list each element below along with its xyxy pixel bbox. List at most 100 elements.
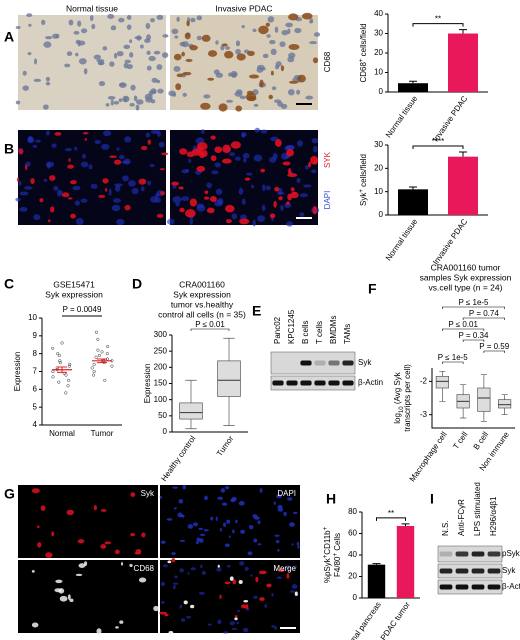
axis [431, 368, 515, 429]
cell [231, 496, 237, 502]
cell [230, 71, 238, 78]
cell [226, 519, 231, 524]
y-tick-label: -2 [420, 376, 428, 385]
cell [78, 58, 87, 65]
cell [215, 40, 219, 45]
cell [275, 61, 282, 67]
cell [198, 527, 204, 530]
channel-label: CD68 [134, 564, 155, 573]
cell [297, 140, 304, 147]
cell [259, 597, 265, 601]
cell [40, 505, 46, 511]
cell [161, 152, 169, 156]
band [328, 360, 340, 366]
cell [153, 605, 159, 612]
cell [19, 206, 28, 212]
cell [78, 563, 86, 568]
cell [181, 51, 185, 57]
cell [174, 575, 178, 579]
cell [239, 95, 247, 100]
cell [69, 180, 77, 185]
comparison-bracket [462, 317, 505, 320]
cell [257, 520, 261, 525]
cell [144, 38, 151, 43]
cell [116, 147, 120, 151]
cell [245, 92, 257, 101]
cell [75, 52, 79, 57]
y-tick-label: 7 [33, 367, 38, 376]
error-bar [57, 366, 67, 373]
point [90, 366, 94, 370]
p-value: P = 0.34 [459, 331, 489, 340]
cell [274, 26, 279, 33]
image-title: Invasive PDAC [215, 3, 272, 13]
cell [138, 577, 147, 583]
cell [124, 59, 131, 64]
y-axis-label: transcripts per cell) [403, 364, 412, 432]
micrograph [18, 15, 166, 110]
point [103, 378, 107, 382]
cell [94, 139, 101, 144]
band [328, 380, 340, 386]
y-tick-label: 300 [154, 330, 168, 339]
cell [313, 32, 321, 37]
cell [129, 103, 135, 107]
bar [396, 525, 415, 598]
y-axis-label-part: Expression [143, 364, 152, 404]
y-tick-label: 60 [348, 529, 357, 538]
cell [253, 538, 258, 543]
bar [448, 33, 478, 92]
cell [204, 190, 209, 195]
cell [312, 206, 317, 215]
cell [181, 196, 190, 202]
point [51, 375, 55, 379]
cell [210, 135, 216, 140]
cell [210, 516, 214, 521]
cell [64, 63, 71, 68]
cell [247, 50, 255, 57]
point [67, 378, 71, 382]
cell [173, 53, 182, 61]
y-axis-label-part: cells/field [359, 23, 368, 58]
cell [187, 572, 190, 575]
cell [130, 84, 136, 91]
cell [234, 615, 238, 618]
cell [234, 156, 241, 161]
cell [182, 71, 192, 76]
cell [206, 207, 215, 214]
cell [171, 558, 176, 563]
cell [122, 175, 129, 182]
point [60, 341, 64, 345]
cell [135, 104, 140, 111]
cell [39, 198, 44, 203]
cell [252, 28, 257, 33]
x-tick-label: Normal [49, 429, 75, 438]
cell [253, 154, 263, 162]
cell [70, 213, 76, 219]
band-label: β-Actin [358, 378, 383, 387]
chart-title: vs.cell type (n = 24) [429, 282, 503, 292]
cell [230, 141, 241, 149]
cell [67, 197, 73, 200]
cell [265, 185, 271, 191]
cell [120, 562, 124, 566]
comparison-bracket [190, 328, 230, 331]
cell [164, 613, 169, 617]
error-bar [372, 563, 381, 565]
band [342, 360, 354, 366]
cell [291, 543, 294, 546]
cell [276, 494, 283, 499]
p-value: P = 0.59 [479, 342, 509, 351]
cell [54, 588, 62, 593]
cell [66, 51, 73, 57]
cell [224, 50, 234, 59]
cell [308, 161, 312, 168]
cell [228, 72, 232, 77]
cell [159, 611, 168, 615]
cell [171, 552, 176, 556]
error-bar [409, 80, 417, 84]
cell [136, 99, 144, 105]
cell [34, 58, 38, 65]
cell [175, 202, 180, 207]
cell [299, 193, 309, 198]
